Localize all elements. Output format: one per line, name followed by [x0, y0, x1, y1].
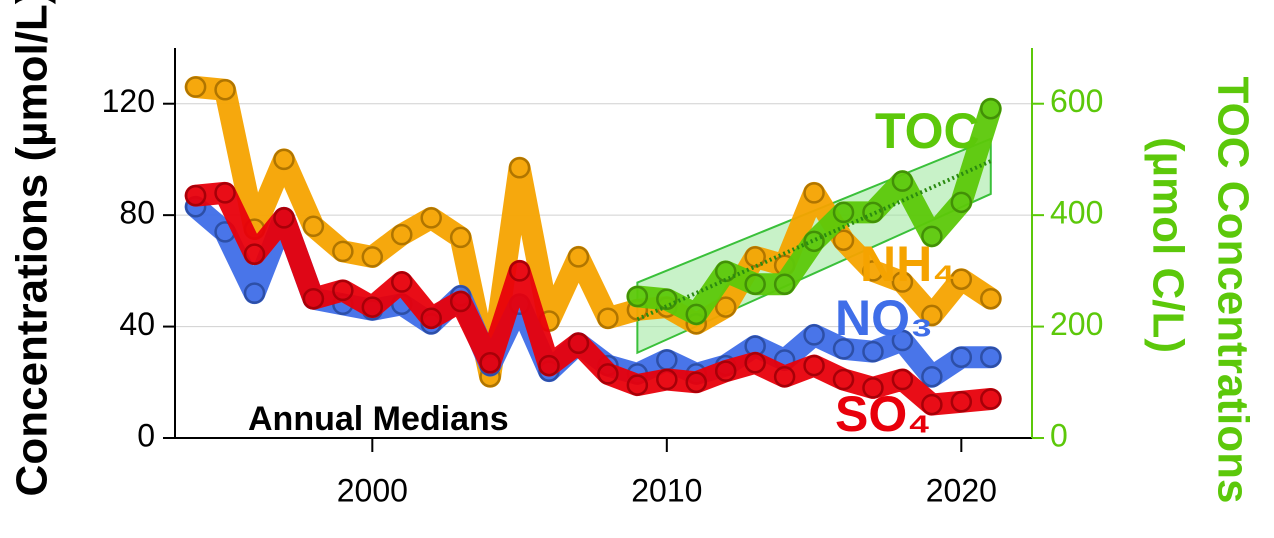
data-point	[950, 346, 973, 368]
series-label: NO₃	[835, 290, 933, 346]
y-tick-label: 120	[102, 83, 155, 119]
data-point	[862, 201, 884, 224]
x-tick-label: 2000	[337, 472, 408, 508]
series-line	[184, 181, 1002, 416]
data-point	[921, 393, 943, 416]
data-point	[391, 223, 413, 246]
data-point	[273, 148, 295, 171]
data-point	[567, 332, 590, 355]
data-point	[921, 365, 943, 388]
data-point	[714, 296, 737, 318]
data-point	[862, 340, 884, 363]
data-point	[773, 273, 796, 295]
data-point	[479, 352, 501, 374]
y2-tick-label: 400	[1050, 195, 1103, 231]
y2-axis-title: TOC Concentrations	[1208, 76, 1257, 503]
data-point	[184, 184, 207, 207]
data-point	[950, 391, 973, 413]
data-point	[980, 287, 1002, 310]
data-point	[803, 182, 825, 204]
data-point	[302, 215, 325, 238]
y2-tick-label: 600	[1050, 83, 1103, 119]
data-point	[773, 365, 796, 388]
data-point	[980, 346, 1002, 368]
data-point	[626, 374, 649, 396]
data-point	[803, 324, 825, 346]
data-point	[656, 368, 678, 391]
series-label: SO₄	[835, 386, 931, 442]
series-line	[184, 76, 1002, 388]
data-point	[449, 290, 472, 313]
data-point	[832, 368, 855, 391]
data-point	[744, 246, 766, 268]
data-point	[332, 279, 354, 302]
data-point	[302, 287, 325, 310]
data-point	[214, 182, 236, 204]
data-point	[803, 230, 825, 253]
data-point	[803, 354, 825, 377]
y2-axis-title: (µmol C/L)	[1143, 137, 1192, 353]
data-point	[832, 229, 855, 251]
data-point	[714, 360, 737, 382]
x-tick-label: 2010	[631, 472, 702, 508]
data-point	[685, 371, 708, 394]
data-point	[862, 377, 884, 399]
data-point	[832, 201, 855, 224]
data-point	[508, 157, 531, 179]
y-tick-label: 0	[137, 417, 155, 453]
data-point	[744, 273, 766, 295]
data-point	[449, 226, 472, 249]
data-point	[243, 282, 266, 304]
data-point	[214, 79, 236, 101]
data-point	[332, 240, 354, 263]
y2-tick-label: 200	[1050, 306, 1103, 342]
data-point	[832, 338, 855, 360]
data-point	[950, 191, 973, 214]
data-point	[420, 207, 442, 229]
data-point	[950, 268, 973, 290]
y-tick-label: 80	[119, 195, 155, 231]
data-point	[597, 307, 619, 329]
y-axis-title: Concentrations (µmol/L)	[8, 0, 57, 496]
data-point	[243, 243, 266, 265]
y-tick-label: 40	[119, 306, 155, 342]
series-line	[626, 97, 1002, 326]
data-point	[685, 303, 708, 326]
series-label: TOC	[875, 103, 980, 159]
data-point	[921, 225, 943, 248]
annotation: Annual Medians	[248, 400, 509, 438]
data-point	[980, 388, 1002, 410]
data-point	[391, 271, 413, 293]
data-point	[862, 260, 884, 282]
x-tick-label: 2020	[926, 472, 997, 508]
data-point	[361, 296, 384, 318]
data-point	[597, 363, 619, 385]
data-point	[508, 260, 531, 282]
data-point	[626, 285, 649, 308]
data-point	[361, 246, 384, 268]
data-point	[891, 271, 914, 293]
series-label: NH₄	[860, 236, 956, 292]
data-point	[891, 170, 914, 192]
y2-tick-label: 0	[1050, 417, 1068, 453]
data-point	[567, 246, 590, 268]
data-point	[891, 329, 914, 352]
data-point	[921, 304, 943, 327]
data-point	[980, 97, 1002, 120]
data-point	[891, 368, 914, 391]
data-point	[420, 307, 442, 329]
data-point	[184, 76, 207, 98]
data-point	[656, 288, 678, 311]
data-point	[538, 354, 560, 377]
data-point	[744, 352, 766, 374]
data-point	[273, 207, 295, 229]
